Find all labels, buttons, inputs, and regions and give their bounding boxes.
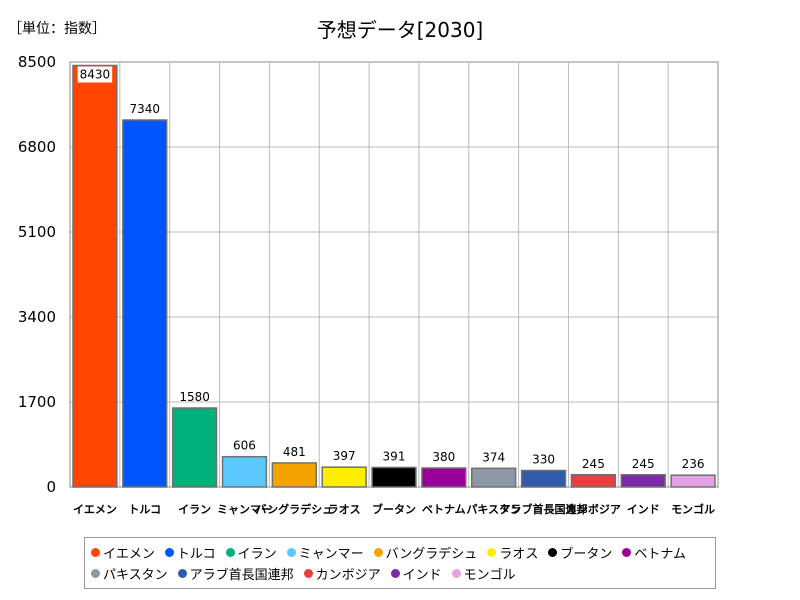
x-tick-label: ベトナム xyxy=(422,503,466,516)
bar-11 xyxy=(570,474,617,488)
legend-marker xyxy=(91,569,100,578)
legend-item: ラオス xyxy=(487,542,538,563)
legend-marker xyxy=(91,548,100,557)
legend-label: バングラデシュ xyxy=(385,547,478,562)
chart-title: 予想データ[2030] xyxy=(316,18,484,42)
data-label: 481 xyxy=(283,445,306,459)
legend-label: パキスタン xyxy=(103,568,168,583)
x-tick-label: パキスタン xyxy=(466,503,521,516)
legend-item: イエメン xyxy=(91,542,155,563)
data-label: 606 xyxy=(233,439,256,453)
bar-5 xyxy=(271,462,317,488)
data-label: 236 xyxy=(682,457,705,471)
bar-2 xyxy=(122,119,168,488)
bar-3 xyxy=(171,407,218,488)
x-tick-label: アラブ首長国連邦 xyxy=(500,502,588,516)
legend-item: ブータン xyxy=(548,542,612,563)
x-tick-label: カンボジア xyxy=(566,502,621,516)
legend-item: モンゴル xyxy=(451,563,516,584)
legend-item: ミャンマー xyxy=(286,542,364,563)
legend-marker xyxy=(303,569,313,578)
bar-10 xyxy=(520,469,567,488)
bar-7 xyxy=(371,466,417,488)
legend-item: パキスタン xyxy=(91,563,168,584)
x-tick-label: バングラデシュ xyxy=(256,502,334,516)
x-tick-label: モンゴル xyxy=(671,502,715,516)
legend-marker xyxy=(390,569,400,578)
chart-legend: イエメン トルコ イラン ミャンマー バングラデシュ ラオス ブータン ベトナムパキスタン アラ… xyxy=(84,537,716,589)
y-tick-label: 1700 xyxy=(18,393,56,411)
legend-label: ベトナム xyxy=(634,547,686,562)
legend-label: カンボジア xyxy=(315,568,381,583)
x-tick-label: インド xyxy=(627,503,660,516)
bar-6 xyxy=(321,466,367,488)
x-tick-label: ミャンマー xyxy=(217,503,272,516)
data-label: 1580 xyxy=(179,390,210,404)
data-label: 7340 xyxy=(129,102,160,116)
data-label: 380 xyxy=(432,450,455,464)
unit-label: ［単位：指数］ xyxy=(8,21,106,37)
bar-chart: 0 1700 3400 5100 6800 8500 8430 イエメン 7340 トルコ 1580… xyxy=(18,53,719,516)
bar-12 xyxy=(620,474,666,488)
x-tick-label: イエメン xyxy=(73,503,117,516)
x-tick-label: イラン xyxy=(178,503,211,516)
legend-label: ブータン xyxy=(560,547,613,562)
data-label: 330 xyxy=(532,453,555,467)
y-tick-label: 5100 xyxy=(18,223,56,241)
data-label: 374 xyxy=(482,450,505,464)
legend-marker xyxy=(373,548,383,557)
legend-label: イラン xyxy=(237,547,277,562)
x-tick-label: ブータン xyxy=(372,502,416,516)
legend-marker xyxy=(225,548,235,557)
data-label: 245 xyxy=(582,457,605,471)
y-tick-label: 6800 xyxy=(18,138,56,156)
data-label: 391 xyxy=(383,449,406,463)
legend-label: インド xyxy=(402,568,442,583)
legend-marker xyxy=(286,548,296,557)
y-tick-label: 0 xyxy=(46,478,56,496)
legend-marker xyxy=(164,548,174,557)
legend-item: イラン xyxy=(225,542,277,563)
legend-label: ラオス xyxy=(499,547,539,562)
legend-marker xyxy=(487,548,497,557)
legend-label: ミャンマー xyxy=(298,547,364,562)
x-tick-label: トルコ xyxy=(128,503,161,516)
data-label: 397 xyxy=(333,449,356,463)
bar-4 xyxy=(221,455,268,488)
legend-item: トルコ xyxy=(164,542,216,563)
legend-item: バングラデシュ xyxy=(373,542,478,563)
legend-item: アラブ首長国連邦 xyxy=(177,563,294,584)
legend-label: トルコ xyxy=(176,547,216,562)
legend-marker xyxy=(548,548,558,557)
data-label: 245 xyxy=(632,457,655,471)
y-tick-label: 8500 xyxy=(18,53,56,71)
legend-marker xyxy=(451,569,461,578)
data-label: 8430 xyxy=(80,68,111,82)
legend-label: アラブ首長国連邦 xyxy=(189,568,294,583)
legend-marker xyxy=(177,569,187,578)
legend-label: モンゴル xyxy=(463,568,516,583)
x-tick-label: ラオス xyxy=(328,503,361,516)
bar-8 xyxy=(421,467,467,488)
legend-item: ベトナム xyxy=(622,542,686,563)
bar-1 xyxy=(72,64,118,488)
y-tick-label: 3400 xyxy=(18,308,56,326)
bar-9 xyxy=(471,467,517,488)
legend-item: インド xyxy=(390,563,442,584)
bar-13 xyxy=(670,474,716,488)
legend-marker xyxy=(622,548,632,557)
legend-item: カンボジア xyxy=(303,563,381,584)
data-label-bg xyxy=(77,66,113,83)
legend-label: イエメン xyxy=(103,547,155,562)
